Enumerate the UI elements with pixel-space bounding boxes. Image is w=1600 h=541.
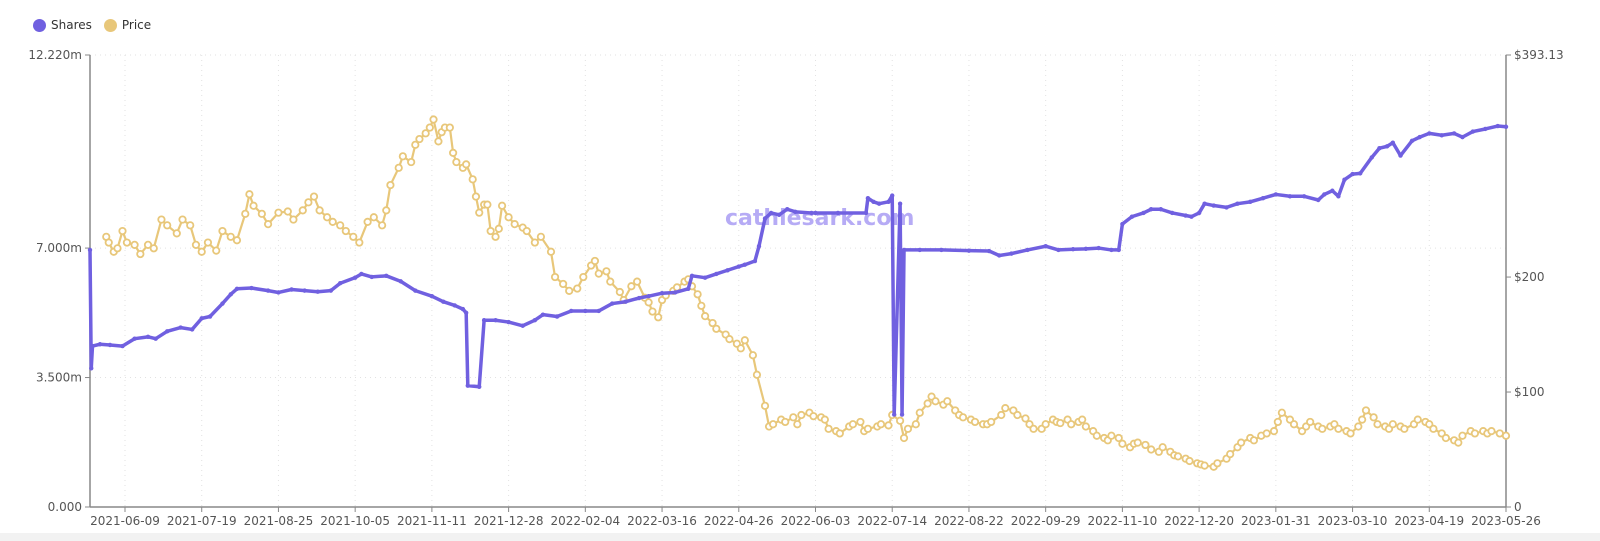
x-tick-label: 2021-07-19	[167, 514, 237, 528]
chart-legend: Shares Price	[33, 18, 151, 32]
y-right-tick-label: $100	[1514, 385, 1545, 399]
legend-label-price: Price	[121, 18, 152, 32]
x-tick-label: 2022-11-10	[1088, 514, 1158, 528]
x-tick-label: 2022-08-22	[934, 514, 1004, 528]
series-layer	[87, 115, 1511, 471]
x-tick-label: 2022-04-26	[704, 514, 774, 528]
price-legend-dot-icon	[103, 18, 117, 32]
legend-label-shares: Shares	[51, 18, 92, 32]
y-right-tick-label: 0	[1514, 500, 1522, 514]
legend-item-price[interactable]: Price	[103, 18, 152, 32]
y-left-tick-label: 12.220m	[28, 48, 82, 62]
y-right-tick-label: $393.13	[1514, 48, 1564, 62]
y-left-tick-label: 0.000	[48, 500, 82, 514]
y-right-tick-label: $200	[1514, 270, 1545, 284]
x-tick-label: 2021-06-09	[90, 514, 160, 528]
footer-strip	[0, 533, 1600, 541]
x-tick-label: 2023-03-10	[1318, 514, 1388, 528]
x-tick-label: 2021-10-05	[320, 514, 390, 528]
x-tick-label: 2022-06-03	[781, 514, 851, 528]
shares-legend-dot-icon	[33, 18, 46, 32]
x-tick-label: 2023-05-26	[1471, 514, 1541, 528]
x-tick-label: 2022-07-14	[857, 514, 927, 528]
axes: 2021-06-09 2021-07-19 2021-08-25 2021-10-05…	[28, 48, 1563, 528]
x-tick-label: 2021-11-11	[397, 514, 467, 528]
x-tick-label: 2022-09-29	[1011, 514, 1081, 528]
shares-line	[88, 124, 1507, 417]
x-tick-label: 2023-01-31	[1241, 514, 1311, 528]
y-left-tick-label: 7.000m	[36, 241, 82, 255]
x-tick-label: 2023-04-19	[1394, 514, 1464, 528]
x-tick-label: 2021-12-28	[474, 514, 544, 528]
watermark: cathiesark.com	[725, 206, 914, 231]
y-left-tick-label: 3.500m	[36, 371, 82, 385]
x-tick-label: 2021-08-25	[244, 514, 314, 528]
x-tick-label: 2022-02-04	[550, 514, 620, 528]
legend-item-shares[interactable]: Shares	[33, 18, 92, 32]
grid-lines	[90, 54, 1506, 507]
x-tick-label: 2022-03-16	[627, 514, 697, 528]
x-tick-label: 2022-12-20	[1164, 514, 1234, 528]
